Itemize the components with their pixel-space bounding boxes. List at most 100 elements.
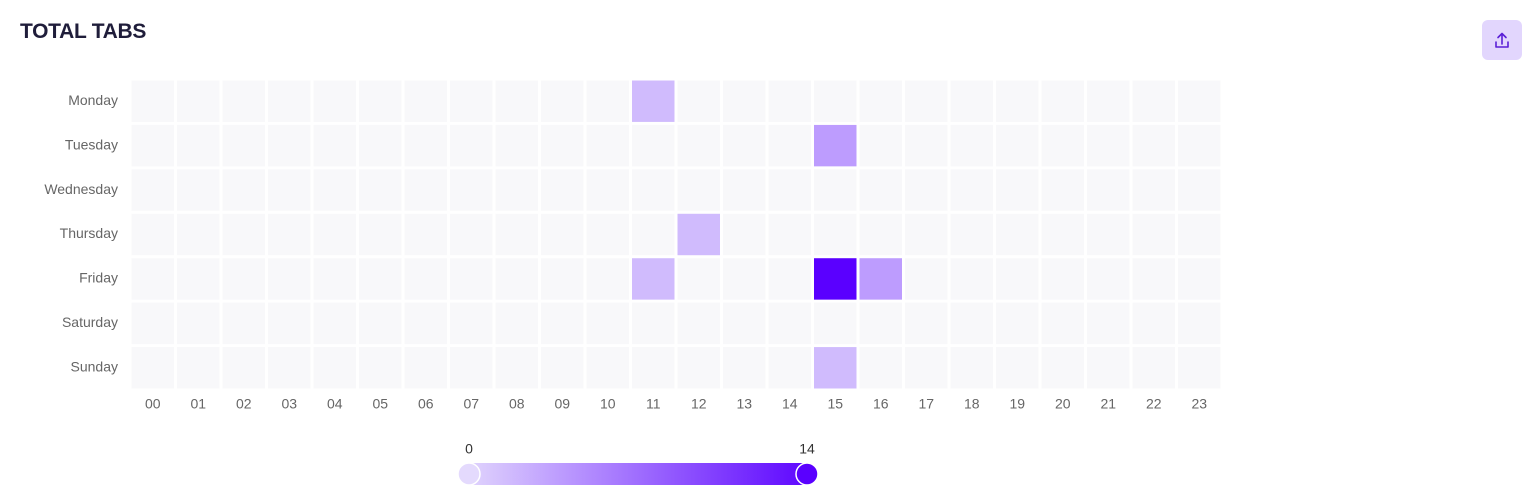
heat-cell <box>1087 124 1130 167</box>
heat-cell <box>768 258 811 300</box>
heat-cell <box>1087 169 1130 211</box>
heat-cell <box>859 213 902 256</box>
heat-cell <box>495 80 538 122</box>
heat-cell <box>222 347 265 389</box>
heat-cell <box>131 302 174 345</box>
heat-cell <box>768 124 811 167</box>
heat-cell <box>632 80 675 122</box>
heat-cell <box>996 80 1039 122</box>
heat-cell <box>905 80 948 122</box>
x-tick-label: 03 <box>281 396 297 412</box>
heat-cell <box>677 213 720 256</box>
heat-cell <box>268 124 311 167</box>
heat-cell <box>131 124 174 167</box>
heat-cell <box>404 347 447 389</box>
chart-title: TOTAL TABS <box>20 20 147 43</box>
heat-cell <box>677 80 720 122</box>
heat-cell <box>859 347 902 389</box>
heat-cell <box>177 169 220 211</box>
heat-cell <box>222 169 265 211</box>
heat-cell <box>359 80 402 122</box>
heat-cell <box>450 124 493 167</box>
heat-cell <box>450 213 493 256</box>
heat-cell <box>814 213 857 256</box>
heat-cell <box>586 302 629 345</box>
x-tick-label: 02 <box>236 396 252 412</box>
heat-cell <box>905 258 948 300</box>
visual-map-handle[interactable] <box>795 462 819 486</box>
heat-cell <box>404 258 447 300</box>
heat-cell <box>632 347 675 389</box>
export-button[interactable] <box>1482 20 1522 60</box>
heat-cell <box>768 302 811 345</box>
heat-cell <box>495 302 538 345</box>
heat-cell <box>1132 124 1175 167</box>
heat-cell <box>495 124 538 167</box>
heat-cell <box>495 347 538 389</box>
visual-map-handle[interactable] <box>457 462 481 486</box>
heat-cell <box>177 347 220 389</box>
heat-cell <box>632 302 675 345</box>
heat-cell <box>131 169 174 211</box>
heat-cell <box>996 169 1039 211</box>
y-tick-label: Friday <box>79 270 118 286</box>
heat-cell <box>177 213 220 256</box>
heat-cell <box>950 213 993 256</box>
heat-cell <box>586 347 629 389</box>
heat-cell <box>495 169 538 211</box>
heat-cell <box>996 213 1039 256</box>
heat-cell <box>450 169 493 211</box>
heat-cell <box>541 80 584 122</box>
heat-cell <box>723 213 766 256</box>
heat-cell <box>859 80 902 122</box>
heat-cell <box>1132 347 1175 389</box>
heat-cell <box>313 347 356 389</box>
heat-cell <box>814 169 857 211</box>
heat-cell <box>1178 213 1221 256</box>
heat-cell <box>541 347 584 389</box>
heat-cell <box>313 169 356 211</box>
heat-cell <box>177 258 220 300</box>
heat-cell <box>1041 347 1084 389</box>
heat-cell <box>950 124 993 167</box>
x-tick-label: 20 <box>1055 396 1071 412</box>
heat-cell <box>222 302 265 345</box>
heat-cell <box>1041 124 1084 167</box>
visual-map-max: 14 <box>799 441 815 457</box>
heat-cell <box>177 124 220 167</box>
heat-cell <box>404 302 447 345</box>
heat-cell <box>723 124 766 167</box>
x-tick-label: 12 <box>691 396 707 412</box>
heat-cell <box>768 169 811 211</box>
heat-cell <box>950 80 993 122</box>
heat-cell <box>859 169 902 211</box>
x-tick-label: 22 <box>1146 396 1162 412</box>
heat-cell <box>677 258 720 300</box>
heat-cell <box>450 302 493 345</box>
heat-cell <box>131 258 174 300</box>
heat-cell <box>632 124 675 167</box>
heat-cell <box>177 302 220 345</box>
heat-cell <box>814 80 857 122</box>
heat-cell <box>1041 80 1084 122</box>
y-tick-label: Saturday <box>62 314 118 330</box>
heat-cell <box>859 258 902 300</box>
heat-cell <box>1087 80 1130 122</box>
heat-cell <box>905 124 948 167</box>
x-tick-label: 08 <box>509 396 525 412</box>
x-tick-label: 17 <box>918 396 934 412</box>
heat-cell <box>1132 80 1175 122</box>
y-tick-label: Tuesday <box>65 136 118 152</box>
heat-cell <box>586 258 629 300</box>
heat-cell <box>1132 302 1175 345</box>
y-tick-label: Wednesday <box>44 181 118 197</box>
heat-cell <box>768 80 811 122</box>
heat-cell <box>541 258 584 300</box>
heat-cell <box>1132 213 1175 256</box>
heat-cell <box>905 347 948 389</box>
heat-cell <box>723 80 766 122</box>
heat-cell <box>905 302 948 345</box>
heat-cell <box>1041 302 1084 345</box>
x-tick-label: 10 <box>600 396 616 412</box>
heat-cell <box>814 302 857 345</box>
